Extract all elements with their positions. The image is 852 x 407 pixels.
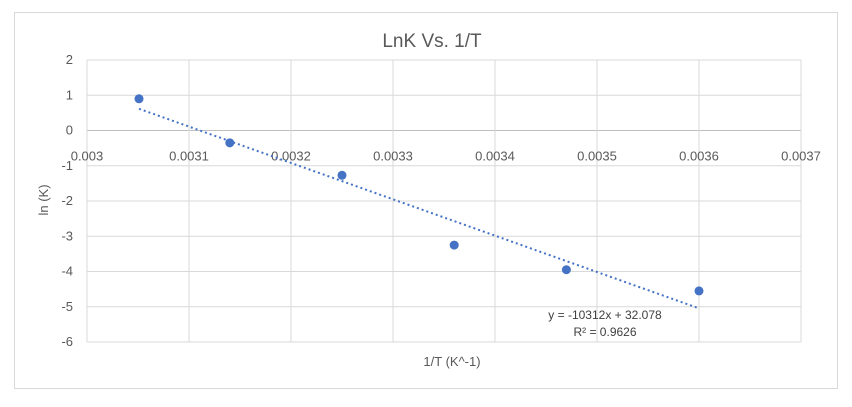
linear-trendline	[138, 107, 700, 310]
y-tick-label-4: -2	[61, 193, 73, 208]
data-point-1	[225, 138, 235, 148]
x-tick-label-6: 0.0036	[679, 149, 719, 164]
gridlines	[86, 59, 802, 343]
x-tick-label-2: 0.0032	[271, 149, 311, 164]
data-points	[134, 94, 704, 296]
y-tick-label-5: -3	[61, 228, 73, 243]
x-tick-labels: 0.003 0.0031 0.0032 0.0033 0.0034 0.0035 0.003…	[71, 149, 821, 164]
y-tick-label-8: -6	[61, 334, 73, 349]
trendline-r-squared: R² = 0.9626	[573, 325, 636, 339]
trendline-equation: y = -10312x + 32.078	[548, 308, 662, 322]
data-point-4	[561, 265, 571, 275]
y-axis-title: ln (K)	[36, 184, 51, 215]
y-tick-label-2: 0	[66, 123, 73, 138]
x-tick-label-5: 0.0035	[577, 149, 617, 164]
x-axis-title: 1/T (K^-1)	[423, 354, 480, 369]
trendline-group	[138, 107, 700, 310]
x-tick-label-7: 0.0037	[781, 149, 821, 164]
y-tick-label-3: -1	[61, 158, 73, 173]
y-tick-label-0: 2	[66, 52, 73, 67]
x-tick-label-3: 0.0033	[373, 149, 413, 164]
y-tick-label-6: -4	[61, 264, 73, 279]
y-tick-label-1: 1	[66, 87, 73, 102]
data-point-5	[694, 286, 704, 296]
y-tick-label-7: -5	[61, 299, 73, 314]
x-tick-label-4: 0.0034	[475, 149, 515, 164]
data-point-3	[449, 240, 459, 250]
x-tick-label-1: 0.0031	[169, 149, 209, 164]
chart-title: LnK Vs. 1/T	[382, 31, 482, 52]
data-point-0	[134, 94, 144, 104]
data-point-2	[337, 170, 347, 180]
x-tick-label-0: 0.003	[71, 149, 104, 164]
y-tick-labels: 2 1 0 -1 -2 -3 -4 -5 -6	[61, 52, 73, 349]
